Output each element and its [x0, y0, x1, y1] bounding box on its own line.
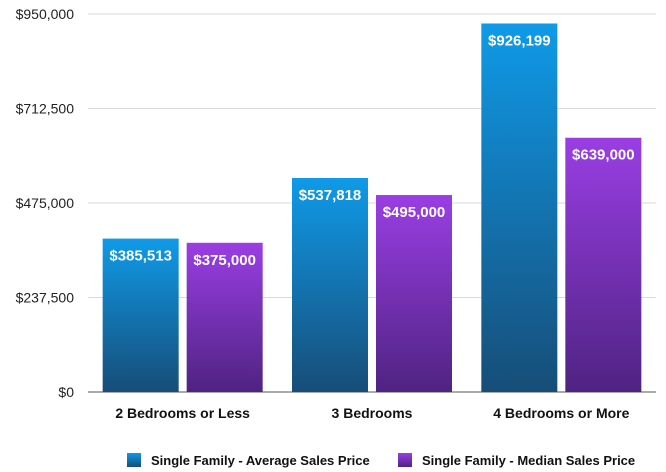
x-category-label: 4 Bedrooms or More	[493, 405, 629, 421]
x-category-label: 2 Bedrooms or Less	[115, 405, 250, 421]
bar-median-2	[565, 137, 642, 392]
data-label: $375,000	[193, 252, 256, 269]
x-axis: 2 Bedrooms or Less 3 Bedrooms 4 Bedrooms o…	[115, 405, 629, 421]
bar-median-0	[186, 242, 263, 392]
legend-label: Single Family - Median Sales Price	[422, 453, 635, 468]
y-tick-label: $475,000	[16, 195, 75, 211]
y-tick-label: $237,500	[16, 290, 75, 306]
data-label: $926,199	[488, 32, 551, 49]
grid-lines	[88, 13, 656, 393]
y-tick-label: $950,000	[16, 6, 75, 22]
legend-swatch	[127, 453, 141, 467]
legend-label: Single Family - Average Sales Price	[151, 453, 370, 468]
y-axis: $0 $237,500 $475,000 $712,500 $950,000	[16, 6, 75, 400]
bar-average-2	[481, 23, 558, 392]
data-label: $639,000	[572, 147, 635, 164]
x-category-label: 3 Bedrooms	[332, 405, 413, 421]
bar-average-0	[102, 238, 179, 392]
data-label: $385,513	[109, 248, 172, 265]
y-tick-label: $0	[58, 384, 74, 400]
data-label: $495,000	[383, 204, 446, 221]
bar-median-1	[376, 195, 452, 392]
bar-average-1	[292, 178, 368, 392]
y-tick-label: $712,500	[16, 101, 75, 117]
legend: Single Family - Average Sales Price Singl…	[127, 453, 635, 468]
data-label: $537,818	[299, 187, 362, 204]
legend-swatch	[398, 453, 412, 467]
bars-group: $385,513 $375,000 $537,818 $495,000 $926,199…	[102, 23, 642, 392]
